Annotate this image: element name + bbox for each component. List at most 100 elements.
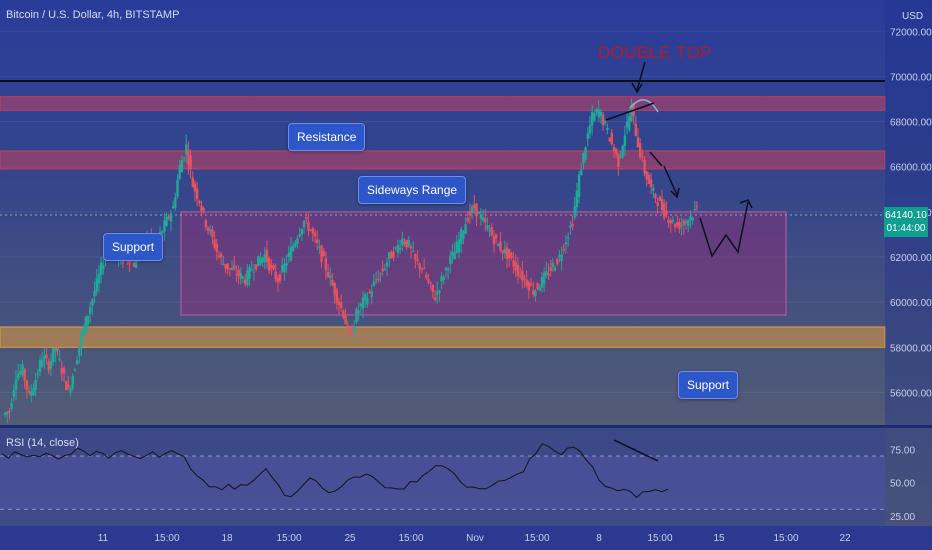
support-callout-right[interactable]: Support: [678, 371, 739, 399]
candle-up: [180, 160, 184, 173]
candle-down: [213, 239, 216, 248]
candle-down: [501, 250, 504, 254]
candle-down: [305, 217, 308, 219]
time-axis[interactable]: [0, 526, 932, 550]
candle-down: [673, 224, 677, 228]
candle-up: [453, 252, 456, 260]
candle-up: [479, 215, 483, 219]
candle-up: [606, 127, 609, 130]
candle-down: [342, 310, 345, 318]
candle-down: [320, 245, 323, 262]
candle-up: [691, 217, 694, 221]
candle-up: [82, 326, 85, 334]
candle-up: [250, 269, 253, 271]
candle-up: [259, 258, 262, 265]
candle-down: [381, 268, 384, 272]
candle-down: [525, 279, 528, 286]
candle-down: [226, 263, 229, 270]
candle-up: [577, 174, 581, 197]
support-callout-left[interactable]: Support: [103, 233, 164, 261]
rsi-label: 25.00: [890, 512, 915, 523]
candle-down: [433, 297, 437, 301]
candle-up: [582, 152, 585, 164]
candle-down: [523, 278, 526, 280]
candle-down: [612, 147, 616, 152]
candle-up: [374, 279, 378, 281]
candle-up: [407, 240, 411, 247]
candle-up: [163, 220, 166, 232]
candle-down: [405, 239, 408, 248]
candle-up: [586, 133, 589, 139]
candle-down: [315, 239, 319, 243]
candle-down: [193, 183, 197, 192]
resistance-callout[interactable]: Resistance: [288, 123, 366, 151]
candle-down: [549, 266, 552, 271]
rsi-divergence-line: [613, 439, 659, 462]
candle-up: [30, 392, 33, 396]
candle-down: [695, 205, 699, 208]
candles: [3, 98, 699, 424]
candle-up: [71, 376, 74, 389]
candle-up: [241, 276, 245, 279]
candle-down: [217, 255, 221, 258]
candle-down: [490, 227, 493, 236]
candle-down: [499, 241, 502, 251]
rsi-indicator-title[interactable]: RSI (14, close): [6, 437, 79, 449]
candle-down: [47, 361, 50, 371]
candle-up: [566, 237, 570, 240]
candle-down: [45, 354, 48, 359]
candle-up: [99, 262, 103, 276]
candle-up: [379, 273, 382, 275]
candle-down: [682, 220, 686, 225]
candle-up: [361, 297, 365, 309]
candle-up: [289, 246, 293, 261]
candle-down: [643, 159, 646, 174]
price-label: 66000.00: [890, 163, 932, 174]
candle-up: [73, 369, 77, 372]
candle-up: [387, 252, 391, 259]
time-axis-labels: 11 15:00 18 15:00 25 15:00 Nov 15:00 8 15:00 15 15:…: [98, 533, 851, 544]
candle-down: [505, 247, 509, 260]
candle-down: [204, 220, 208, 228]
rsi-label: 50.00: [890, 479, 915, 490]
candle-down: [309, 229, 312, 231]
candle-down: [484, 218, 487, 222]
time-label: 18: [221, 533, 233, 544]
candle-up: [298, 234, 301, 237]
candle-up: [366, 297, 369, 305]
candle-up: [222, 263, 225, 265]
price-label: 62000.00: [890, 253, 932, 264]
sideways-range-callout[interactable]: Sideways Range: [358, 176, 467, 204]
candle-down: [475, 203, 478, 217]
candle-up: [359, 303, 363, 307]
candle-down: [418, 263, 421, 270]
candle-up: [329, 275, 332, 278]
candle-up: [6, 411, 9, 415]
candle-down: [632, 102, 635, 117]
pane-separator: [0, 425, 932, 428]
candle-down: [647, 174, 651, 184]
resistance-zone: [0, 150, 886, 170]
price-label: 58000.00: [890, 343, 932, 354]
down-arrow-2: [663, 165, 680, 199]
candle-down: [62, 368, 66, 374]
candle-down: [265, 249, 269, 263]
candle-up: [680, 225, 683, 227]
candle-down: [128, 258, 131, 265]
candle-up: [497, 243, 500, 246]
candle-down: [562, 249, 565, 251]
candle-up: [75, 360, 79, 364]
candle-down: [235, 274, 238, 276]
candle-up: [40, 359, 44, 367]
candle-up: [481, 217, 485, 221]
candle-up: [588, 125, 592, 134]
candle-up: [165, 216, 168, 226]
candle-up: [411, 250, 415, 252]
candle-down: [274, 271, 277, 279]
candle-down: [324, 258, 328, 271]
candle-down: [403, 241, 406, 245]
candle-up: [178, 164, 181, 180]
rsi-axis[interactable]: [885, 428, 932, 526]
candle-down: [272, 265, 275, 270]
